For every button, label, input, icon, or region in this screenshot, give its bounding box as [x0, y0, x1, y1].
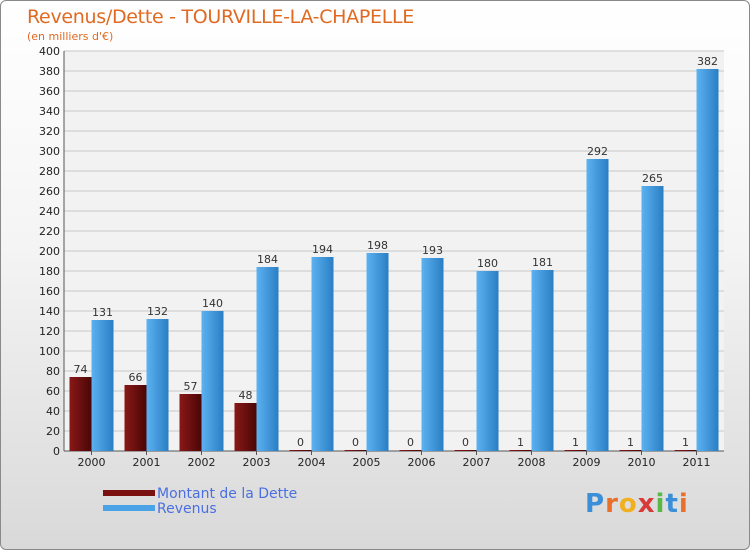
x-tick-label-2005: 2005: [353, 456, 381, 469]
data-label-revenus-2007: 180: [477, 257, 498, 270]
data-label-revenus-2006: 193: [422, 244, 443, 257]
data-label-revenus-2010: 265: [642, 172, 663, 185]
bar-revenus-2004: [311, 257, 334, 451]
y-tick-label: 380: [39, 65, 60, 78]
y-tick-label: 140: [39, 305, 60, 318]
data-label-revenus-2011: 382: [697, 55, 718, 68]
data-label-dette-2006: 0: [407, 436, 414, 449]
chart-title: Revenus/Dette - TOURVILLE-LA-CHAPELLE: [27, 6, 415, 28]
logo-letter: t: [665, 489, 679, 519]
data-label-dette-2005: 0: [352, 436, 359, 449]
bar-revenus-2000: [91, 320, 114, 451]
x-tick-label-2009: 2009: [573, 456, 601, 469]
data-label-dette-2000: 74: [74, 363, 88, 376]
data-label-revenus-2002: 140: [202, 297, 223, 310]
bar-revenus-2009: [586, 159, 609, 451]
bar-revenus-2010: [641, 186, 664, 451]
y-tick-label: 340: [39, 105, 60, 118]
y-tick-label: 20: [46, 425, 60, 438]
logo-letter: P: [585, 489, 606, 519]
bar-dette-2011: [674, 450, 697, 451]
bar-revenus-2006: [421, 258, 444, 451]
x-tick-label-2010: 2010: [628, 456, 656, 469]
legend-swatch-dette: [103, 490, 155, 496]
bar-dette-2004: [289, 450, 312, 451]
y-tick-label: 240: [39, 205, 60, 218]
data-label-dette-2004: 0: [297, 436, 304, 449]
data-label-revenus-2009: 292: [587, 145, 608, 158]
y-tick-label: 0: [53, 445, 60, 458]
x-tick-label-2004: 2004: [298, 456, 326, 469]
y-tick-label: 320: [39, 125, 60, 138]
logo-letter: o: [618, 489, 638, 519]
y-tick-label: 200: [39, 245, 60, 258]
y-tick-label: 400: [39, 45, 60, 58]
bar-revenus-2008: [531, 270, 554, 451]
logo-letter: i: [678, 489, 689, 519]
bar-dette-2001: [124, 385, 147, 451]
bar-dette-2008: [509, 450, 532, 451]
legend-swatch-revenus: [103, 505, 155, 511]
y-tick-label: 280: [39, 165, 60, 178]
x-tick-label-2006: 2006: [408, 456, 436, 469]
bar-revenus-2003: [256, 267, 279, 451]
x-tick-label-2007: 2007: [463, 456, 491, 469]
logo-letter: i: [655, 489, 666, 519]
bar-dette-2000: [69, 377, 92, 451]
x-tick-label-2002: 2002: [188, 456, 216, 469]
data-label-dette-2001: 66: [129, 371, 143, 384]
y-tick-label: 40: [46, 405, 60, 418]
data-label-revenus-2008: 181: [532, 256, 553, 269]
data-label-dette-2002: 57: [184, 380, 198, 393]
bar-revenus-2007: [476, 271, 499, 451]
bar-dette-2009: [564, 450, 587, 451]
y-tick-label: 300: [39, 145, 60, 158]
y-tick-label: 180: [39, 265, 60, 278]
y-tick-label: 360: [39, 85, 60, 98]
legend-label-revenus: Revenus: [157, 501, 217, 517]
bar-revenus-2011: [696, 69, 719, 451]
proxiti-logo: Proxiti: [585, 489, 689, 519]
bar-dette-2002: [179, 394, 202, 451]
data-label-dette-2007: 0: [462, 436, 469, 449]
y-tick-label: 120: [39, 325, 60, 338]
data-label-revenus-2003: 184: [257, 253, 278, 266]
data-label-revenus-2001: 132: [147, 305, 168, 318]
y-tick-label: 160: [39, 285, 60, 298]
data-label-revenus-2004: 194: [312, 243, 333, 256]
data-label-dette-2009: 1: [572, 436, 579, 449]
logo-letter: x: [637, 489, 656, 519]
bar-dette-2010: [619, 450, 642, 451]
chart-subtitle: (en milliers d'€): [27, 30, 114, 43]
x-tick-label-2003: 2003: [243, 456, 271, 469]
y-tick-label: 60: [46, 385, 60, 398]
data-label-revenus-2005: 198: [367, 239, 388, 252]
bar-revenus-2001: [146, 319, 169, 451]
y-tick-label: 80: [46, 365, 60, 378]
bar-dette-2005: [344, 450, 367, 451]
y-tick-label: 100: [39, 345, 60, 358]
x-tick-label-2008: 2008: [518, 456, 546, 469]
x-tick-label-2011: 2011: [683, 456, 711, 469]
y-tick-label: 260: [39, 185, 60, 198]
data-label-dette-2011: 1: [682, 436, 689, 449]
bar-revenus-2002: [201, 311, 224, 451]
legend-label-dette: Montant de la Dette: [157, 486, 298, 502]
data-label-dette-2008: 1: [517, 436, 524, 449]
bar-revenus-2005: [366, 253, 389, 451]
bar-dette-2003: [234, 403, 257, 451]
y-tick-label: 220: [39, 225, 60, 238]
data-label-revenus-2000: 131: [92, 306, 113, 319]
x-tick-label-2001: 2001: [133, 456, 161, 469]
data-label-dette-2003: 48: [239, 389, 253, 402]
bar-dette-2007: [454, 450, 477, 451]
data-label-dette-2010: 1: [627, 436, 634, 449]
logo-letter: r: [605, 489, 619, 519]
bar-dette-2006: [399, 450, 422, 451]
x-tick-label-2000: 2000: [78, 456, 106, 469]
